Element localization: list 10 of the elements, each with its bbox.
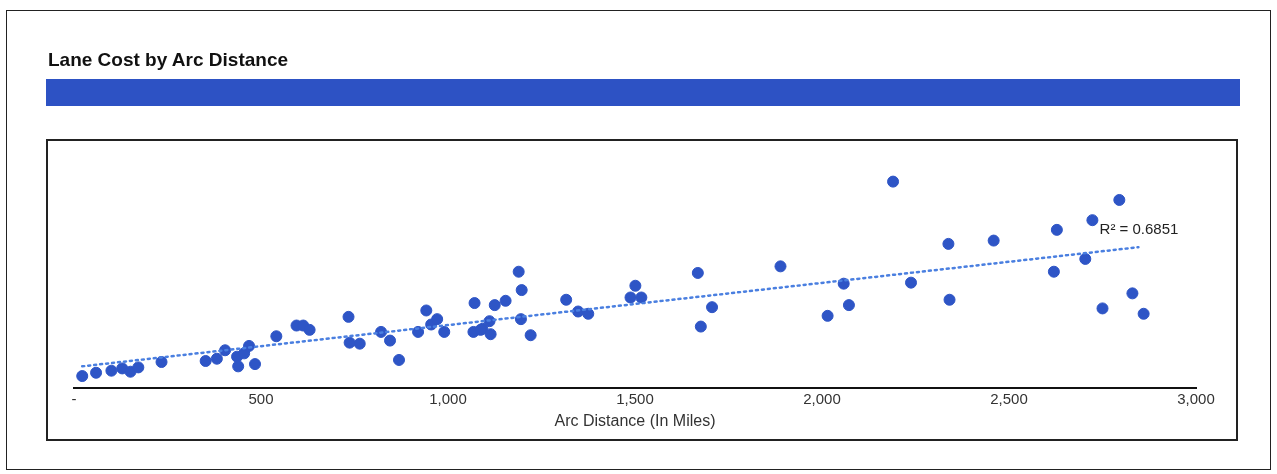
- x-axis-title: Arc Distance (In Miles): [554, 411, 716, 429]
- x-tick-label: 1,500: [616, 389, 654, 407]
- chart-title: Lane Cost by Arc Distance: [48, 49, 289, 71]
- x-tick-label: 2,500: [990, 389, 1028, 407]
- x-tick-label: 1,000: [429, 389, 467, 407]
- x-tick-label: 500: [248, 389, 274, 407]
- annotation: R² = 0.6851: [1099, 219, 1179, 237]
- x-tick-label: -: [71, 389, 77, 407]
- x-tick-label: 2,000: [803, 389, 841, 407]
- x-tick-label: 3,000: [1177, 389, 1215, 407]
